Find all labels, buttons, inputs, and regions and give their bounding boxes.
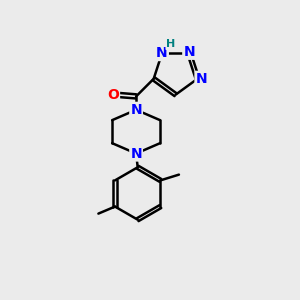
Text: N: N (130, 146, 142, 161)
Text: O: O (107, 88, 119, 102)
Text: H: H (167, 39, 176, 49)
Text: N: N (130, 103, 142, 117)
Text: N: N (156, 46, 168, 60)
Text: N: N (196, 72, 207, 86)
Text: N: N (183, 45, 195, 59)
